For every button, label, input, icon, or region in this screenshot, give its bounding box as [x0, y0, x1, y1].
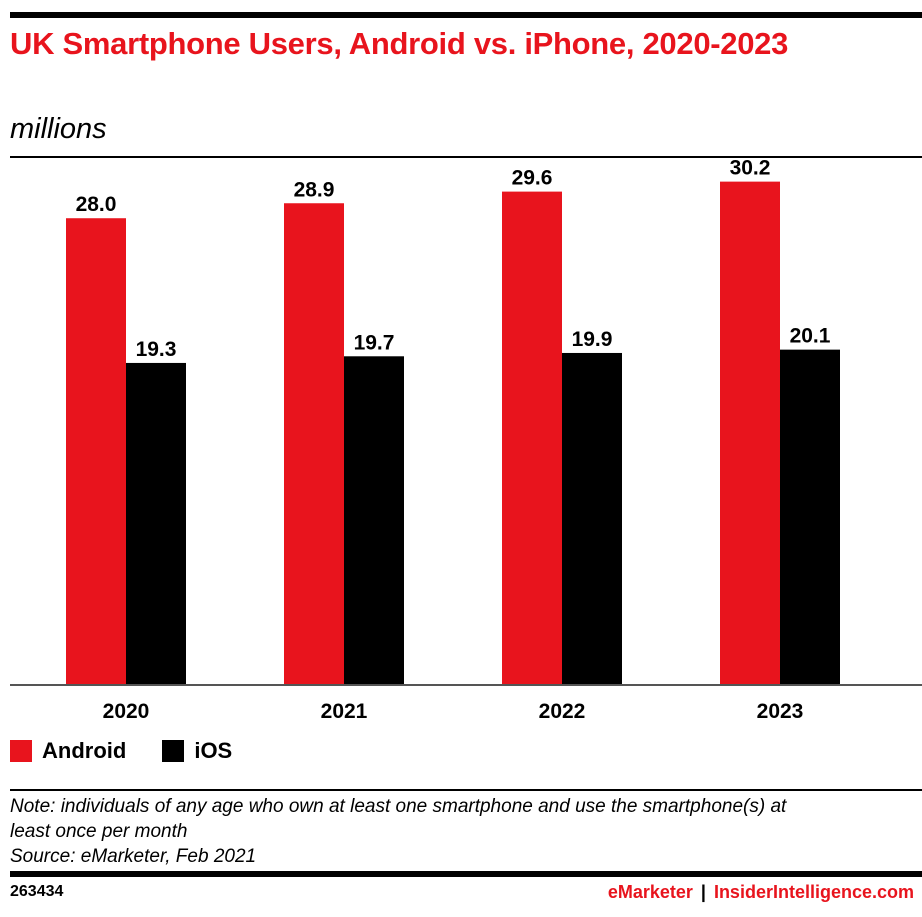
data-label-android-2022: 29.6: [512, 167, 553, 190]
legend: Android iOS: [10, 738, 268, 764]
bottom-rule: [10, 871, 922, 877]
x-tick-label-2023: 2023: [757, 700, 804, 723]
bar-ios-2022: [562, 352, 622, 684]
bar-android-2023: [720, 181, 780, 684]
source-line: Source: eMarketer, Feb 2021: [10, 846, 257, 867]
x-tick-label-2020: 2020: [103, 700, 150, 723]
data-label-ios-2020: 19.3: [136, 338, 177, 361]
bar-chart: 28.0 19.3 2020 28.9 19.7 2021 29.6 19.9 2022 30.2…: [10, 160, 922, 723]
data-label-ios-2022: 19.9: [572, 328, 613, 351]
chart-id: 263434: [10, 883, 64, 900]
brand-emarketer: eMarketer: [607, 882, 693, 902]
legend-label-ios: iOS: [194, 738, 233, 763]
chart-subtitle: millions: [10, 113, 107, 145]
data-label-android-2020: 28.0: [76, 193, 117, 216]
legend-label-android: Android: [42, 738, 127, 763]
note-line-2: least once per month: [10, 821, 188, 842]
chart-note: Note: individuals of any age who own at …: [10, 794, 915, 869]
x-tick-label-2022: 2022: [539, 700, 586, 723]
data-label-android-2023: 30.2: [730, 160, 771, 180]
legend-swatch-ios: [162, 740, 185, 762]
bar-android-2022: [502, 191, 562, 684]
data-label-ios-2021: 19.7: [354, 331, 395, 354]
legend-item-android: Android: [10, 738, 126, 764]
header-rule: [10, 156, 922, 158]
top-rule: [10, 12, 922, 18]
bar-android-2021: [284, 203, 344, 684]
footer-brand: eMarketer | InsiderIntelligence.com: [608, 882, 914, 903]
chart-title: UK Smartphone Users, Android vs. iPhone,…: [10, 26, 789, 61]
note-rule: [10, 789, 922, 791]
legend-item-ios: iOS: [162, 738, 232, 764]
brand-site-link[interactable]: InsiderIntelligence.com: [713, 882, 914, 902]
data-label-ios-2023: 20.1: [790, 325, 831, 348]
legend-swatch-android: [10, 740, 32, 762]
bar-ios-2023: [780, 349, 840, 684]
note-line-1: Note: individuals of any age who own at …: [10, 796, 787, 817]
bar-android-2020: [66, 218, 126, 684]
x-tick-label-2021: 2021: [321, 700, 368, 723]
bar-ios-2021: [344, 356, 404, 684]
brand-separator: |: [700, 882, 706, 902]
data-label-android-2021: 28.9: [294, 178, 335, 201]
bar-ios-2020: [126, 362, 186, 684]
